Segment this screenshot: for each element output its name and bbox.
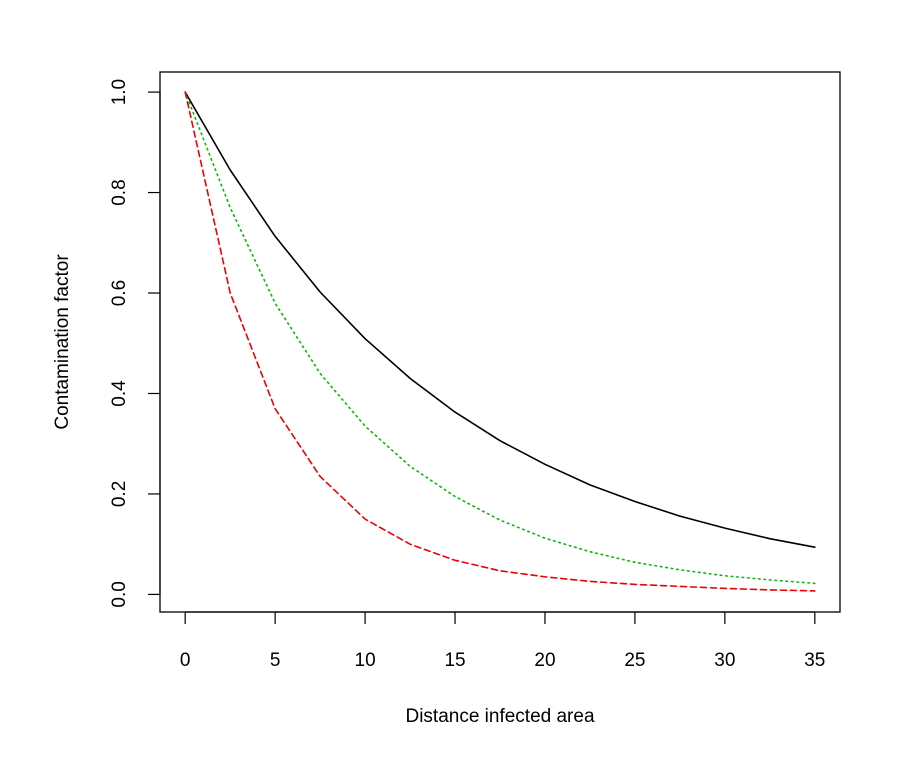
x-tick-label: 25 <box>624 650 645 671</box>
x-tick-label: 20 <box>534 650 555 671</box>
series-line-2 <box>184 91 816 585</box>
x-tick-label: 35 <box>804 650 825 671</box>
x-tick-label: 10 <box>355 650 376 671</box>
y-tick-label: 0.2 <box>109 481 130 507</box>
y-tick-label: 0.8 <box>109 179 130 205</box>
x-tick-label: 15 <box>444 650 465 671</box>
y-axis: 0.0 0.2 0.4 0.6 0.8 1.0 <box>109 79 161 608</box>
y-tick-label: 0.0 <box>109 581 130 607</box>
x-tick-label: 30 <box>714 650 735 671</box>
y-tick-label: 0.6 <box>109 280 130 306</box>
y-tick-label: 1.0 <box>109 79 130 105</box>
y-axis-label: Contamination factor <box>52 254 73 430</box>
series-layer <box>184 91 816 592</box>
x-tick-label: 0 <box>180 650 191 671</box>
y-tick-label: 0.4 <box>109 380 130 407</box>
x-axis: 0 5 10 15 20 25 30 35 <box>180 611 825 671</box>
series-line-3 <box>184 91 816 592</box>
x-tick-label: 5 <box>270 650 281 671</box>
x-axis-label: Distance infected area <box>405 706 594 727</box>
series-line-1 <box>184 91 816 549</box>
